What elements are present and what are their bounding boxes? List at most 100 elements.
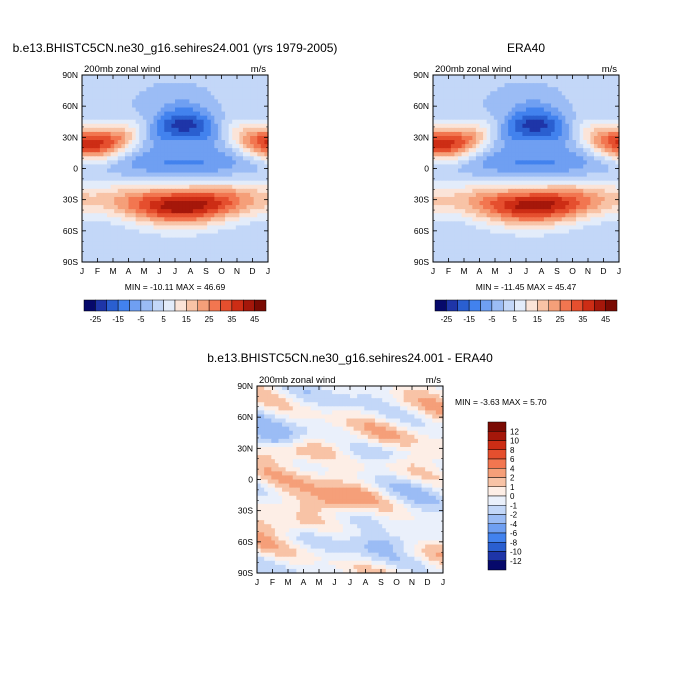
heatmap-cell [526, 217, 531, 222]
heatmap-cell [235, 123, 240, 129]
heatmap-cell [157, 209, 162, 214]
heatmap-cell [149, 253, 155, 259]
heatmap-cell [103, 253, 108, 259]
heatmap-cell [515, 180, 520, 186]
heatmap-cell [167, 192, 173, 198]
heatmap-cell [536, 249, 541, 255]
heatmap-cell [540, 229, 545, 235]
heatmap-cell [217, 131, 223, 137]
heatmap-cell [443, 225, 448, 231]
heatmap-cell [497, 249, 502, 255]
heatmap-cell [217, 237, 223, 243]
heatmap-cell [257, 225, 262, 231]
heatmap-cell [128, 119, 133, 125]
heatmap-cell [203, 135, 208, 141]
heatmap-cell [228, 91, 233, 96]
heatmap-cell [500, 257, 506, 263]
heatmap-cell [468, 192, 473, 198]
heatmap-cell [597, 123, 602, 129]
heatmap-cell [468, 131, 473, 137]
heatmap-cell [260, 144, 266, 149]
heatmap-cell [586, 115, 591, 121]
heatmap-cell [196, 119, 201, 125]
heatmap-cell [601, 172, 606, 178]
heatmap-cell [171, 176, 176, 182]
heatmap-cell [454, 135, 459, 141]
heatmap-cell [454, 253, 459, 259]
heatmap-cell [511, 156, 516, 161]
heatmap-cell [210, 91, 215, 96]
heatmap-cell [114, 99, 119, 105]
heatmap-cell [568, 111, 574, 117]
heatmap-cell [604, 172, 609, 178]
heatmap-cell [493, 229, 498, 235]
heatmap-cell [475, 95, 481, 100]
heatmap-cell [264, 152, 269, 157]
heatmap-cell [468, 79, 473, 84]
panel-title: b.e13.BHISTC5CN.ne30_g16.sehires24.001 (… [13, 41, 338, 55]
heatmap-cell [207, 237, 212, 243]
heatmap-cell [486, 83, 491, 88]
heatmap-cell [157, 192, 162, 198]
heatmap-cell [586, 107, 591, 113]
heatmap-cell [551, 253, 556, 259]
heatmap-cell [103, 213, 108, 218]
heatmap-cell [217, 213, 223, 218]
heatmap-cell [246, 192, 251, 198]
heatmap-cell [203, 213, 208, 218]
heatmap-cell [149, 111, 155, 117]
heatmap-cell [235, 229, 240, 235]
heatmap-cell [561, 249, 566, 255]
heatmap-cell [533, 87, 538, 92]
x-tick-label: J [524, 266, 528, 276]
heatmap-cell [107, 172, 112, 178]
heatmap-cell [221, 253, 226, 259]
heatmap-cell [221, 148, 226, 153]
heatmap-cell [561, 140, 566, 145]
heatmap-cell [597, 131, 602, 137]
heatmap-cell [185, 87, 190, 92]
heatmap-cell [250, 237, 255, 243]
heatmap-cell [175, 241, 180, 247]
heatmap-cell [182, 115, 187, 121]
heatmap-cell [565, 196, 570, 202]
heatmap-cell [132, 156, 137, 161]
heatmap-cell [608, 176, 613, 182]
heatmap-cell [139, 107, 144, 113]
heatmap-cell [547, 83, 552, 88]
heatmap-cell [164, 144, 169, 149]
heatmap-cell [611, 115, 617, 121]
heatmap-cell [565, 249, 570, 255]
heatmap-cell [217, 127, 223, 133]
heatmap-cell [210, 135, 215, 141]
heatmap-cell [472, 249, 477, 255]
heatmap-cell [440, 79, 445, 84]
heatmap-cell [96, 156, 101, 161]
heatmap-cell [192, 188, 198, 194]
heatmap-cell [175, 99, 180, 105]
heatmap-cell [450, 192, 456, 198]
heatmap-cell [590, 95, 595, 100]
heatmap-cell [479, 111, 484, 117]
heatmap-cell [242, 99, 248, 105]
heatmap-cell [526, 213, 531, 218]
heatmap-cell [490, 209, 495, 214]
heatmap-cell [436, 152, 441, 157]
heatmap-cell [468, 172, 473, 178]
heatmap-cell [608, 144, 613, 149]
heatmap-cell [232, 160, 237, 166]
heatmap-cell [192, 79, 198, 84]
heatmap-cell [242, 221, 248, 227]
heatmap-cell [257, 144, 262, 149]
heatmap-cell [461, 123, 466, 129]
heatmap-cell [110, 152, 115, 157]
heatmap-cell [601, 201, 606, 206]
heatmap-cell [221, 144, 226, 149]
heatmap-cell [110, 123, 115, 129]
heatmap-cell [540, 95, 545, 100]
heatmap-cell [436, 184, 441, 190]
heatmap-cell [175, 168, 180, 174]
heatmap-cell [225, 184, 230, 190]
heatmap-cell [475, 217, 481, 222]
heatmap-cell [264, 79, 269, 84]
